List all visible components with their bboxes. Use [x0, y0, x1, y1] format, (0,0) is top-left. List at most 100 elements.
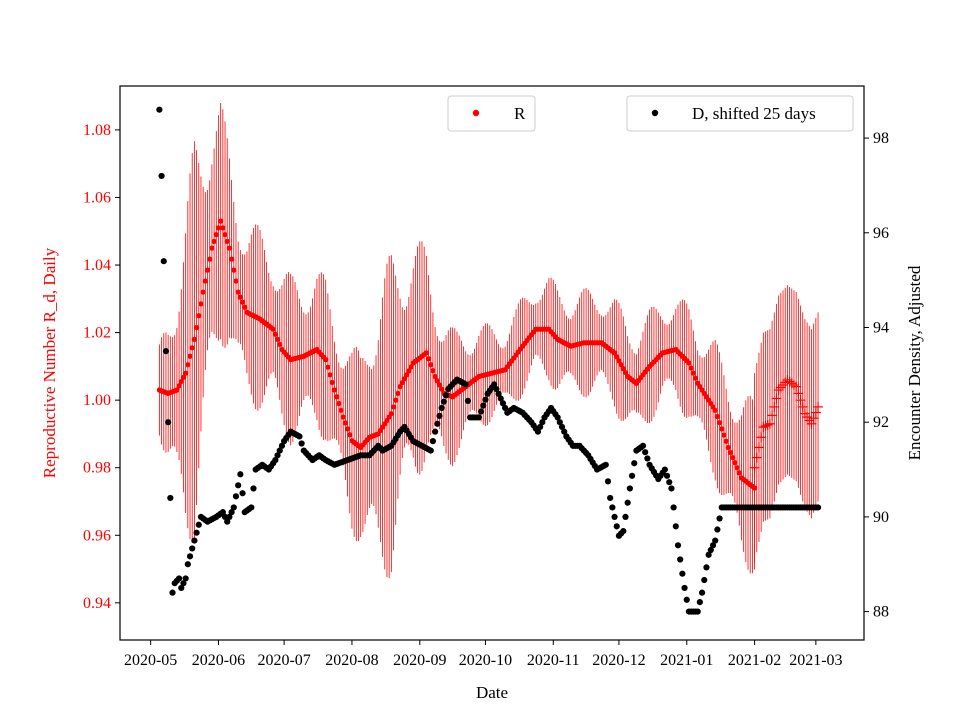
y-left-tick-label: 0.94 — [83, 595, 111, 612]
d-point — [698, 589, 706, 596]
r-point — [327, 372, 333, 378]
d-point — [462, 381, 469, 388]
d-point — [178, 584, 185, 592]
x-tick-label: 2020-07 — [257, 652, 310, 669]
d-series — [156, 106, 822, 615]
r-point — [399, 380, 405, 386]
r-point — [736, 470, 742, 476]
r-point — [397, 384, 403, 390]
d-point — [703, 564, 710, 571]
d-point — [165, 419, 172, 426]
d-point — [491, 381, 498, 388]
d-point — [672, 523, 679, 530]
x-axis: 2020-05 2020-06 2020-07 2020-08 2020-09 2020-… — [124, 640, 843, 669]
r-point — [734, 465, 740, 471]
d-point — [158, 172, 165, 180]
r-point — [439, 386, 445, 392]
d-point — [434, 420, 441, 427]
legend-r-label: R — [514, 104, 526, 123]
d-point — [186, 553, 194, 560]
r-point — [347, 432, 353, 438]
d-point — [716, 515, 723, 522]
d-point — [497, 395, 504, 402]
r-point — [189, 345, 195, 351]
d-point — [180, 580, 187, 587]
r-point — [198, 301, 204, 307]
legend-d-frame — [626, 95, 854, 132]
y-right-tick-label: 88 — [873, 604, 889, 621]
r-point — [174, 387, 180, 393]
d-point — [438, 404, 445, 412]
d-point — [427, 447, 434, 454]
d-point — [604, 478, 612, 485]
d-point — [175, 575, 183, 582]
x-tick-label: 2020-09 — [393, 652, 446, 669]
r-point — [719, 426, 725, 432]
d-point — [221, 513, 229, 520]
legend-r: R — [447, 95, 536, 132]
x-tick-label: 2020-06 — [192, 652, 245, 669]
r-point — [193, 324, 200, 331]
d-point — [298, 440, 305, 447]
d-point — [561, 428, 568, 435]
r-point — [423, 350, 429, 356]
d-point — [626, 485, 633, 492]
r-point — [342, 420, 348, 426]
r-point — [730, 454, 736, 461]
d-point — [622, 513, 629, 520]
d-point — [661, 466, 668, 473]
r-point — [428, 362, 434, 368]
y-left-tick-label: 1.02 — [83, 325, 111, 342]
r-point — [692, 375, 699, 381]
d-point — [432, 428, 439, 435]
d-point — [709, 542, 717, 549]
d-point — [248, 504, 255, 511]
d-point — [169, 589, 176, 596]
d-point — [613, 523, 620, 530]
r-point — [620, 366, 626, 372]
d-point — [250, 485, 257, 492]
r-point — [390, 404, 397, 410]
x-tick-label: 2021-01 — [660, 652, 713, 669]
r-point — [436, 382, 443, 388]
d-point — [495, 390, 502, 397]
y-right-tick-label: 98 — [873, 130, 889, 147]
r-point — [751, 485, 758, 491]
r-point — [222, 232, 228, 238]
r-point — [721, 432, 727, 438]
d-point — [493, 385, 500, 393]
r-point — [434, 378, 440, 384]
r-point — [224, 238, 230, 244]
y-axis-right-title: Encounter Density, Adjusted — [905, 265, 924, 460]
d-point — [429, 438, 437, 445]
d-point — [480, 402, 487, 409]
d-point — [224, 518, 231, 525]
d-point — [696, 599, 703, 606]
d-point — [156, 106, 163, 113]
r-point — [331, 387, 338, 393]
r-point — [690, 370, 696, 376]
d-point — [607, 494, 614, 502]
d-point — [499, 400, 507, 407]
r-point — [395, 390, 401, 397]
d-point — [278, 442, 286, 449]
d-point — [477, 408, 485, 415]
x-tick-label: 2020-10 — [459, 652, 512, 669]
d-point — [609, 504, 616, 511]
r-point — [209, 245, 215, 251]
r-point — [393, 397, 399, 403]
d-point — [701, 576, 708, 584]
d-point — [537, 423, 544, 431]
r-point — [270, 326, 276, 332]
r-point — [323, 357, 329, 363]
r-point — [336, 400, 342, 407]
x-tick-label: 2020-05 — [124, 652, 177, 669]
d-point — [534, 428, 542, 435]
r-point — [329, 379, 335, 386]
r-point — [178, 378, 184, 385]
r-point — [274, 336, 281, 342]
x-tick-label: 2020-08 — [325, 652, 378, 669]
d-point — [167, 494, 174, 502]
r-point — [272, 331, 278, 337]
